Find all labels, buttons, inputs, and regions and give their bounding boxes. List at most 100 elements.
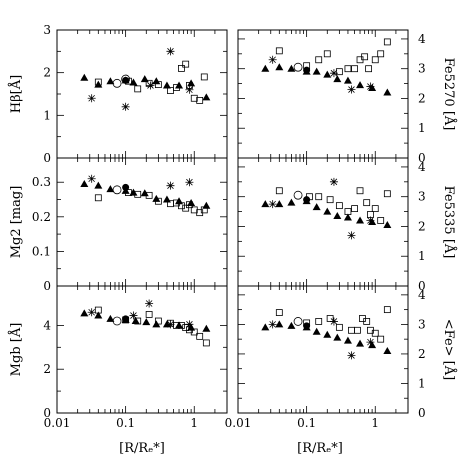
triangle-marker <box>356 216 365 224</box>
triangle-marker <box>202 201 211 209</box>
triangle-marker <box>383 346 392 354</box>
x-axis-label-left: [R/Rₑ*] <box>119 441 165 456</box>
triangle-marker <box>287 198 296 206</box>
x-tick-label: 0.01 <box>225 416 252 430</box>
panel-frame <box>56 157 228 287</box>
square-marker <box>371 329 379 337</box>
triangle-marker <box>287 64 296 72</box>
panel-hbeta: 0 1 2 3 Hβ[Å] <box>8 23 228 165</box>
square-marker <box>94 78 102 86</box>
x-tick-label: 0.01 <box>44 416 71 430</box>
panel-mg2: 0 0.1 0.2 0.3 Mg2 [mag] <box>9 157 228 293</box>
triangle-marker <box>275 63 284 71</box>
y-tick-label: 3 <box>418 190 426 204</box>
triangle-marker <box>261 200 270 208</box>
y-axis-label: Fe5335 [Å] <box>441 186 457 259</box>
open-circle-marker <box>112 316 122 326</box>
panel-fe5335: 0 1 2 3 4 Fe5335 [Å] <box>237 157 457 293</box>
square-marker <box>315 56 323 64</box>
x-tick-label: 1 <box>371 416 379 430</box>
asterisk-marker <box>329 177 338 186</box>
square-marker <box>196 97 204 104</box>
open-circle-marker <box>293 317 303 326</box>
triangle-marker <box>162 81 171 89</box>
square-marker <box>134 317 142 325</box>
asterisk-marker <box>145 299 154 308</box>
triangle-marker <box>80 309 89 317</box>
asterisk-marker <box>366 82 375 91</box>
triangle-marker <box>368 341 377 349</box>
filled-circle-marker <box>122 183 130 191</box>
filled-circle-marker <box>303 196 311 204</box>
open-circle-marker <box>293 190 303 200</box>
y-tick-label: 3 <box>43 23 51 37</box>
triangle-marker <box>312 327 321 335</box>
triangle-marker <box>261 64 270 72</box>
square-marker <box>190 94 198 102</box>
triangle-marker <box>162 195 171 203</box>
square-marker <box>145 311 153 318</box>
panel-fe-mean: 0.01 0.1 1 0 1 2 3 4 <Fe> [Å] <box>225 285 457 430</box>
square-marker <box>323 50 331 58</box>
square-marker <box>182 60 190 68</box>
square-marker <box>125 189 132 196</box>
triangle-marker <box>175 197 184 205</box>
x-axis-label-right: [R/Rₑ*] <box>297 441 343 456</box>
triangle-marker <box>383 220 392 228</box>
asterisk-marker <box>146 81 155 90</box>
square-marker <box>178 322 185 329</box>
asterisk-marker <box>185 178 194 187</box>
y-axis-label: <Fe> [Å] <box>441 319 457 380</box>
triangle-marker <box>333 333 342 341</box>
y-tick-label: 0 <box>418 151 426 165</box>
square-marker <box>275 309 283 316</box>
square-marker <box>173 84 180 91</box>
square-marker <box>377 217 385 224</box>
triangle-marker <box>312 67 321 75</box>
triangle-marker <box>343 213 352 221</box>
triangle-marker <box>383 88 392 96</box>
triangle-marker <box>94 181 103 189</box>
y-tick-label: 0 <box>418 406 426 420</box>
triangle-marker <box>312 203 321 211</box>
square-marker <box>178 202 185 210</box>
y-tick-label: 0.1 <box>32 244 51 258</box>
asterisk-marker <box>329 69 338 78</box>
asterisk-marker <box>185 85 194 94</box>
square-marker <box>145 191 153 199</box>
triangle-marker <box>142 318 151 326</box>
triangle-marker <box>275 320 284 328</box>
filled-circle-marker <box>303 66 311 74</box>
open-circle-marker <box>112 78 122 88</box>
square-marker <box>154 197 162 205</box>
square-marker <box>173 322 180 329</box>
triangle-marker <box>323 70 332 78</box>
y-tick-label: 4 <box>418 288 426 302</box>
y-tick-label: 3 <box>418 62 426 76</box>
asterisk-marker <box>329 317 338 326</box>
triangle-marker <box>152 77 161 85</box>
triangle-marker <box>356 339 365 347</box>
square-marker <box>326 315 334 322</box>
triangle-marker <box>323 330 332 338</box>
asterisk-marker <box>347 231 356 240</box>
square-marker <box>383 38 391 46</box>
square-marker <box>167 87 174 94</box>
y-tick-label: 2 <box>418 347 426 361</box>
square-marker <box>190 328 198 336</box>
y-tick-label: 3 <box>418 317 426 331</box>
square-marker <box>351 65 358 73</box>
open-circle-marker <box>293 62 303 72</box>
y-axis-label: Mg2 [mag] <box>9 186 24 259</box>
y-tick-label: 4 <box>43 318 51 332</box>
asterisk-marker <box>129 311 138 320</box>
square-marker <box>363 199 371 207</box>
asterisk-marker <box>268 55 277 64</box>
square-marker <box>344 208 352 215</box>
triangle-marker <box>323 207 332 215</box>
square-marker <box>356 187 364 195</box>
y-tick-label: 1 <box>418 249 426 263</box>
square-marker <box>182 204 190 212</box>
y-tick-label: 2 <box>418 219 426 233</box>
